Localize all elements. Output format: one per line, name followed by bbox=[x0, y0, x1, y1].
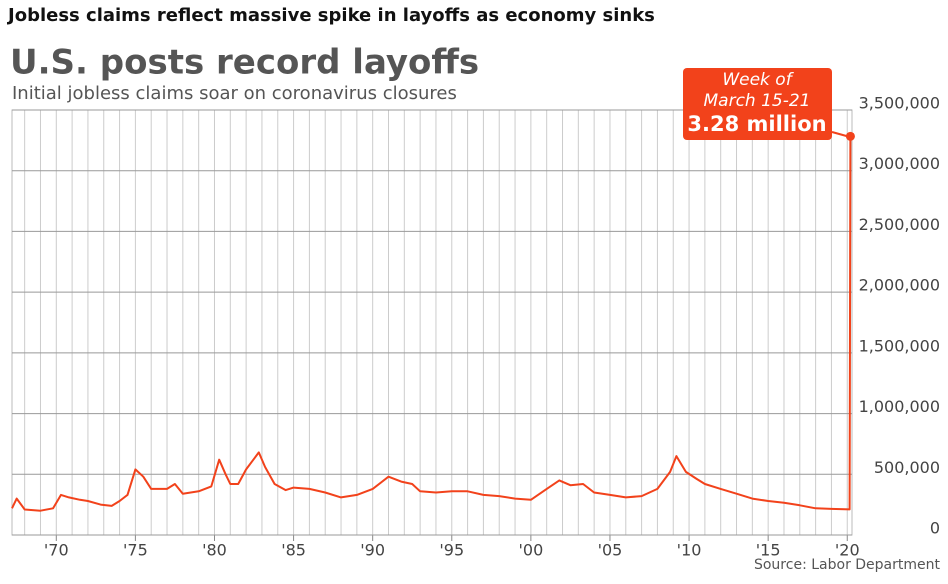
annotation-pointer bbox=[831, 131, 851, 138]
x-tick-label: '15 bbox=[756, 541, 781, 560]
line-series bbox=[11, 136, 852, 512]
y-tick-label: 1,000,000 bbox=[859, 397, 940, 416]
x-tick-label: '75 bbox=[123, 541, 148, 560]
y-tick-label: 3,500,000 bbox=[859, 94, 940, 113]
headline: Jobless claims reflect massive spike in … bbox=[6, 5, 655, 26]
x-tick-label: '80 bbox=[202, 541, 227, 560]
x-tick-label: '90 bbox=[360, 541, 385, 560]
source: Source: Labor Department bbox=[754, 557, 941, 573]
y-tick-label: 1,500,000 bbox=[859, 336, 940, 355]
x-tick-label: '10 bbox=[677, 541, 702, 560]
x-tick-label: '70 bbox=[44, 541, 69, 560]
annotation-value: 3.28 million bbox=[687, 112, 826, 136]
end-point bbox=[845, 131, 855, 141]
x-tick-label: '95 bbox=[439, 541, 464, 560]
annotation-box bbox=[683, 68, 832, 140]
x-tick-label: '20 bbox=[835, 541, 860, 560]
y-tick-label: 3,000,000 bbox=[859, 154, 940, 173]
x-tick-label: '00 bbox=[518, 541, 543, 560]
plot-area bbox=[11, 109, 853, 536]
annotation-text: Week of bbox=[722, 70, 794, 90]
annotation-text: March 15-21 bbox=[704, 91, 811, 111]
y-tick-label: 500,000 bbox=[874, 458, 940, 477]
chart-title: U.S. posts record layoffs bbox=[10, 43, 479, 83]
y-tick-label: 2,000,000 bbox=[859, 276, 940, 295]
x-tick-label: '05 bbox=[598, 541, 623, 560]
y-tick-label: 0 bbox=[930, 519, 940, 538]
chart-subtitle: Initial jobless claims soar on coronavir… bbox=[12, 83, 457, 104]
x-tick-label: '85 bbox=[281, 541, 306, 560]
y-tick-label: 2,500,000 bbox=[859, 215, 940, 234]
